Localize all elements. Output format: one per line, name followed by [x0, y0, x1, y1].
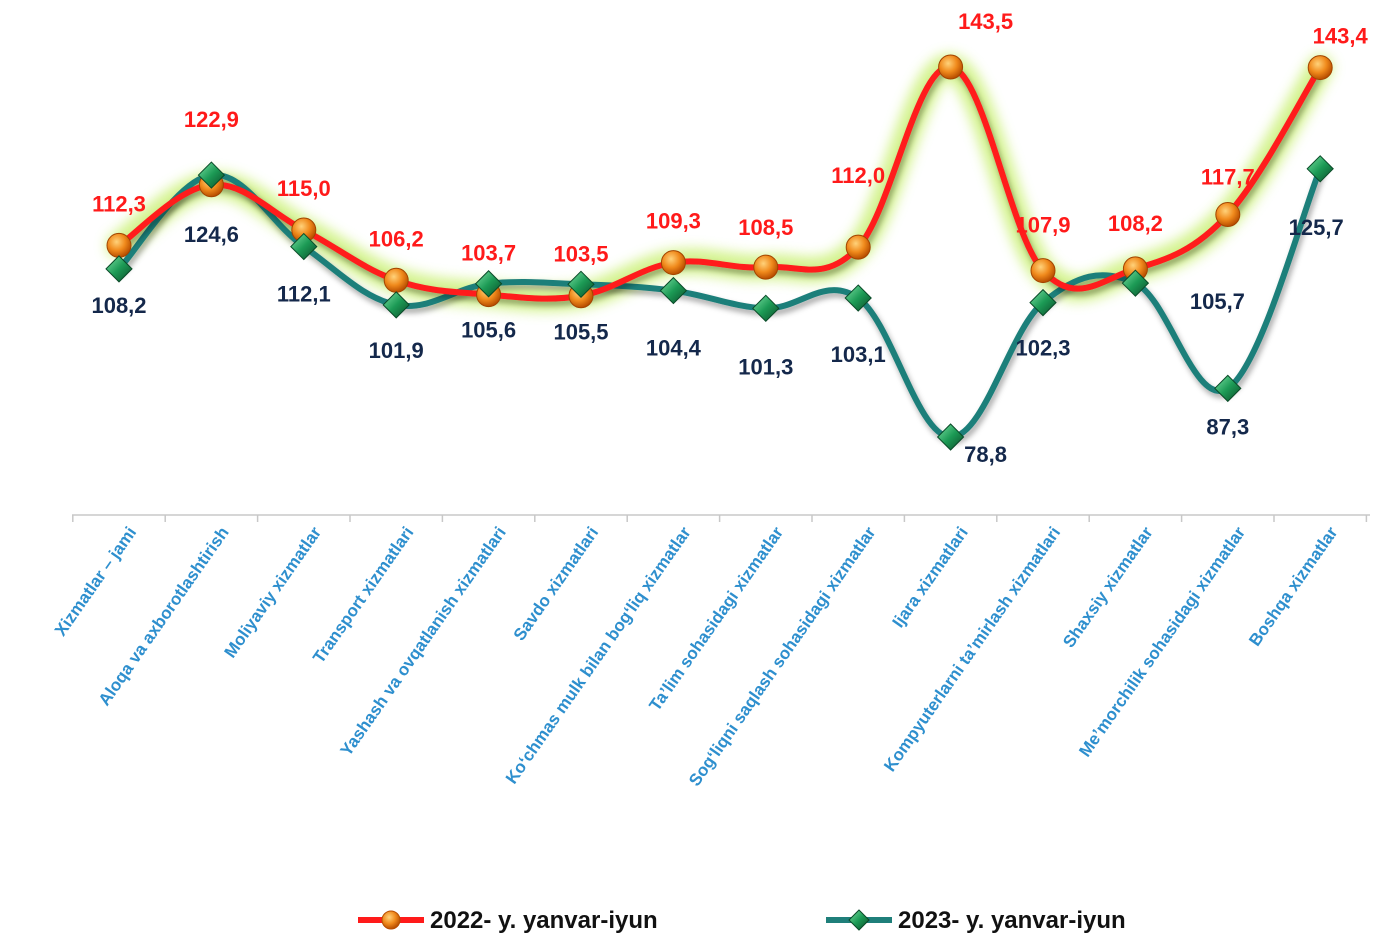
data-label-2022: 106,2 — [369, 226, 424, 251]
category-label: Yashash va ovqatlanish xizmatlari — [337, 523, 510, 759]
series-2022-point — [660, 250, 686, 276]
data-label-2022: 103,7 — [461, 241, 516, 266]
series-2023-point — [844, 284, 872, 312]
category-label: Xizmatlar – jami — [51, 523, 140, 639]
series-2022-point — [383, 267, 409, 293]
category-label: Savdo xizmatlari — [510, 523, 603, 644]
data-label-2023: 101,3 — [738, 354, 793, 379]
legend-item-2023: 2023- y. yanvar-iyun — [826, 907, 1126, 934]
data-label-2022: 115,0 — [277, 176, 331, 201]
series-2023-point — [197, 161, 226, 189]
series-2023-point — [752, 294, 780, 323]
series-2023-point — [1029, 288, 1057, 317]
data-label-2023: 87,3 — [1206, 414, 1249, 439]
series-2023-point — [474, 270, 503, 298]
category-label: Boshqa xizmatlar — [1245, 523, 1342, 650]
series-2022-point — [106, 232, 132, 258]
data-label-2022: 107,9 — [1015, 213, 1070, 238]
legend-marker-2022 — [381, 910, 401, 930]
data-label-2022: 103,5 — [553, 242, 608, 267]
series-2023-point — [1121, 269, 1150, 297]
series-2022-point — [1307, 55, 1333, 81]
category-label: Kompyuterlarni taʼmirlash xizmatlari — [880, 523, 1064, 775]
data-label-2023: 101,9 — [369, 338, 424, 363]
data-label-2022: 143,5 — [958, 9, 1013, 34]
legend: 2022- y. yanvar-iyun 2023- y. yanvar-iyu… — [358, 907, 1126, 934]
category-label: Transport xizmatlari — [309, 523, 417, 666]
data-label-2022: 109,3 — [646, 209, 701, 234]
x-axis — [72, 514, 1370, 522]
series-2022-point — [1215, 202, 1241, 228]
series-2023-point — [567, 270, 595, 299]
legend-marker-2023 — [848, 909, 870, 931]
data-label-2023: 108,2 — [91, 293, 146, 318]
legend-label-2023: 2023- y. yanvar-iyun — [898, 907, 1126, 934]
series-2023-point — [382, 291, 410, 319]
category-label: Shaxsiy xizmatlar — [1059, 523, 1157, 651]
series-2022-point — [845, 234, 871, 260]
series-2023-point — [1306, 155, 1334, 183]
series-2023-point — [290, 232, 318, 261]
category-label: Koʻchmas mulk bilan bogʻliq xizmatlar — [502, 523, 695, 787]
data-label-2023: 102,3 — [1015, 336, 1070, 361]
series-2022-point — [1030, 258, 1056, 284]
data-label-2022: 108,2 — [1108, 211, 1163, 236]
data-labels: 112,3 122,9 115,0 106,2 103,7 103,5 109,3 108,5… — [91, 9, 1368, 467]
data-label-2023: 105,5 — [553, 319, 608, 344]
series-2022-point — [938, 54, 964, 80]
data-label-2022: 122,9 — [184, 107, 239, 132]
data-label-2023: 124,6 — [184, 222, 239, 247]
series-2023-point — [1214, 374, 1242, 403]
series-2023-point — [105, 255, 133, 283]
category-label: Meʼmorchilik sohasidagi xizmatlar — [1075, 523, 1249, 760]
data-label-2022: 108,5 — [738, 215, 793, 240]
data-label-2022: 112,3 — [92, 191, 146, 216]
series-2023-point — [659, 276, 688, 305]
data-label-2023: 105,7 — [1190, 289, 1245, 314]
series-2022-point — [753, 254, 779, 280]
data-label-2022: 143,4 — [1313, 24, 1369, 49]
data-label-2022: 117,7 — [1201, 165, 1255, 190]
data-label-2022: 112,0 — [831, 163, 885, 188]
legend-label-2022: 2022- y. yanvar-iyun — [430, 907, 658, 934]
series-markers — [105, 54, 1334, 451]
data-label-2023: 103,1 — [831, 342, 886, 367]
data-label-2023: 78,8 — [964, 442, 1007, 467]
legend-item-2022: 2022- y. yanvar-iyun — [358, 907, 658, 934]
data-label-2023: 112,1 — [277, 282, 331, 307]
category-label: Sogʻliqni saqlash sohasidagi xizmatlar — [685, 523, 880, 790]
category-label: Moliyaviy xizmatlar — [221, 523, 326, 661]
data-label-2023: 104,4 — [646, 336, 702, 361]
category-label: Ijara xizmatlari — [889, 523, 972, 631]
series-2023-point — [936, 423, 965, 451]
data-label-2023: 125,7 — [1289, 215, 1344, 240]
data-label-2023: 105,6 — [461, 318, 516, 343]
